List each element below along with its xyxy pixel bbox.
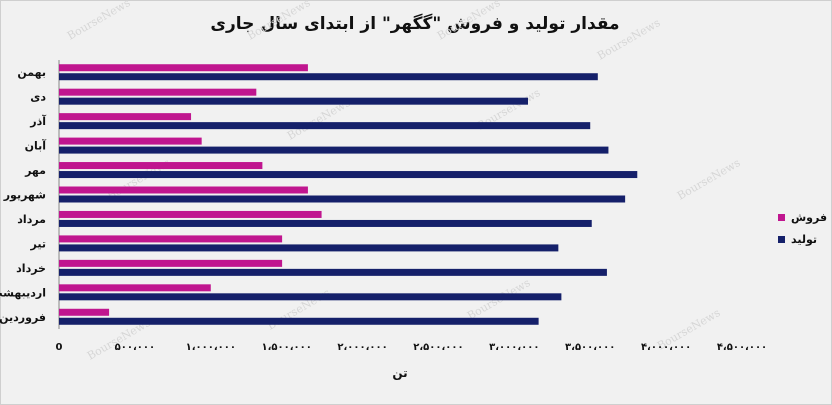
watermark-text: BourseNews — [245, 0, 313, 43]
bar-production — [59, 244, 559, 252]
x-tick-label: ۳،۵۰۰،۰۰۰ — [565, 342, 615, 353]
category-label: اردیبهشت — [0, 286, 46, 299]
legend-swatch-production — [778, 235, 785, 243]
x-tick-label: ۱،۵۰۰،۰۰۰ — [262, 342, 312, 353]
x-tick-label: ۲،۰۰۰،۰۰۰ — [337, 342, 387, 353]
bar-production — [59, 317, 539, 325]
category-label: فروردین — [0, 311, 46, 324]
bar-sales — [59, 137, 202, 145]
watermark-text: BourseNews — [675, 156, 743, 203]
bar-sales — [59, 235, 283, 243]
bar-sales — [59, 88, 257, 96]
category-label: بهمن — [17, 66, 46, 79]
category-label: مهر — [24, 164, 46, 177]
category-label: خرداد — [16, 262, 46, 275]
watermark-text: BourseNews — [65, 0, 133, 43]
legend-label-sales: فروش — [791, 210, 828, 224]
bar-production — [59, 195, 626, 203]
bar-sales — [59, 162, 263, 170]
legend-item-sales: فروش — [778, 206, 827, 228]
x-tick-label: ۴،۵۰۰،۰۰۰ — [717, 342, 767, 353]
bar-sales — [59, 113, 192, 121]
bar-sales — [59, 64, 308, 72]
x-tick-label: ۵۰۰،۰۰۰ — [115, 342, 155, 353]
x-tick-label: ۲،۵۰۰،۰۰۰ — [413, 342, 463, 353]
category-label: دی — [30, 91, 46, 104]
legend-item-production: تولید — [778, 228, 827, 250]
bar-sales — [59, 210, 322, 218]
bar-production — [59, 122, 591, 130]
watermark-text: BourseNews — [435, 0, 503, 43]
bar-production — [59, 293, 562, 301]
bar-sales — [59, 259, 283, 267]
bar-sales — [59, 308, 110, 316]
chart-title: مقدار تولید و فروش "گگهر" از ابتدای سال … — [210, 14, 620, 34]
bar-production — [59, 219, 592, 227]
bar-sales — [59, 284, 211, 292]
bar-sales — [59, 186, 308, 194]
legend-label-production: تولید — [791, 232, 818, 246]
legend: فروش تولید — [778, 206, 827, 250]
x-tick-label: ۴،۰۰۰،۰۰۰ — [641, 342, 691, 353]
category-label: آبان — [25, 139, 47, 153]
category-label: آذر — [29, 114, 46, 128]
bar-production — [59, 171, 638, 179]
watermark-text: BourseNews — [265, 286, 333, 333]
bar-production — [59, 146, 609, 154]
x-axis-title: تن — [392, 366, 408, 380]
bar-production — [59, 97, 528, 105]
bar-production — [59, 73, 598, 81]
category-label: مرداد — [17, 213, 46, 226]
category-label: تیر — [30, 237, 46, 250]
watermark-text: BourseNews — [595, 16, 663, 63]
x-tick-label: ۳،۰۰۰،۰۰۰ — [489, 342, 539, 353]
bar-production — [59, 268, 607, 276]
x-tick-label: ۱،۰۰۰،۰۰۰ — [186, 342, 236, 353]
category-label: شهریور — [3, 189, 46, 202]
legend-swatch-sales — [778, 213, 785, 221]
x-tick-label: 0 — [56, 342, 63, 353]
